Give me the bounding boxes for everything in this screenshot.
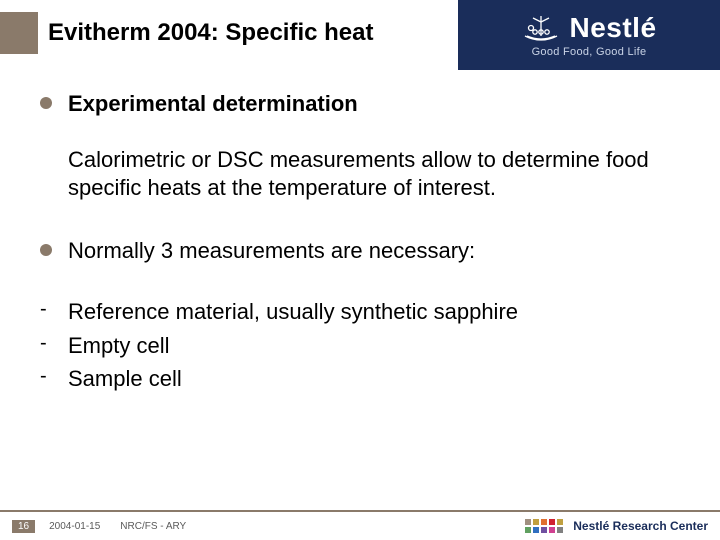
brand-name: Nestlé	[569, 12, 656, 44]
color-dots-icon	[525, 519, 563, 533]
body-paragraph: Calorimetric or DSC measurements allow t…	[68, 146, 680, 203]
bullet-dot-icon	[40, 244, 52, 256]
accent-band	[0, 12, 38, 54]
bullet-text-1: Experimental determination	[68, 90, 358, 118]
bullet-dot-icon	[40, 97, 52, 109]
footer-code: NRC/FS - ARY	[120, 521, 186, 532]
dot	[533, 519, 539, 525]
dash-text-2: Empty cell	[68, 332, 169, 360]
bullet-text-2: Normally 3 measurements are necessary:	[68, 237, 475, 265]
footer-date: 2004-01-15	[49, 521, 100, 532]
dash-text-1: Reference material, usually synthetic sa…	[68, 298, 518, 326]
dash-mark-icon: -	[40, 365, 60, 388]
brand-panel: Nestlé Good Food, Good Life	[458, 0, 720, 70]
dash-mark-icon: -	[40, 332, 60, 355]
bullet-item-1: Experimental determination	[40, 90, 680, 118]
slide-content: Experimental determination Calorimetric …	[40, 90, 680, 399]
dash-mark-icon: -	[40, 298, 60, 321]
dot	[541, 527, 547, 533]
dot	[549, 527, 555, 533]
dot	[525, 519, 531, 525]
research-center-label: Nestlé Research Center	[573, 519, 708, 533]
dash-item: - Reference material, usually synthetic …	[40, 298, 680, 326]
dash-item: - Empty cell	[40, 332, 680, 360]
brand-tagline: Good Food, Good Life	[532, 46, 647, 58]
footer-bar: 16 2004-01-15 NRC/FS - ARY Nestlé Resear…	[0, 510, 720, 540]
dash-item: - Sample cell	[40, 365, 680, 393]
header-bar: Evitherm 2004: Specific heat Nestlé Good…	[0, 0, 720, 70]
page-number: 16	[12, 520, 35, 533]
dot	[557, 519, 563, 525]
dot	[557, 527, 563, 533]
nest-bird-icon	[521, 12, 561, 44]
bullet-item-2: Normally 3 measurements are necessary:	[40, 237, 680, 265]
dot	[525, 527, 531, 533]
footer-right: Nestlé Research Center	[525, 519, 708, 533]
title-band: Evitherm 2004: Specific heat	[38, 12, 458, 54]
brand-row: Nestlé	[521, 12, 656, 44]
dot	[549, 519, 555, 525]
dot	[541, 519, 547, 525]
slide-title: Evitherm 2004: Specific heat	[48, 19, 373, 47]
dot	[533, 527, 539, 533]
dash-text-3: Sample cell	[68, 365, 182, 393]
